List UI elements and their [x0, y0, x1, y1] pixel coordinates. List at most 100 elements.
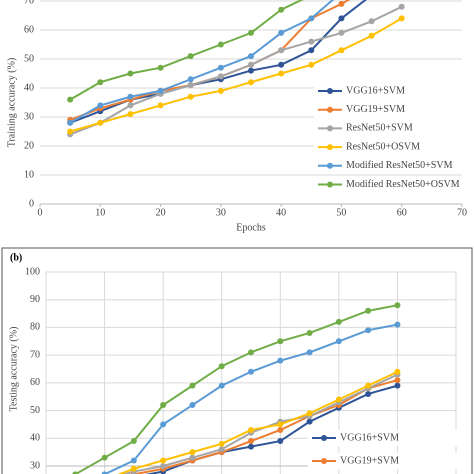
data-point — [127, 70, 134, 77]
data-point — [394, 368, 401, 375]
data-point — [101, 454, 108, 461]
data-point — [277, 338, 284, 345]
legend-bg — [314, 157, 464, 174]
series-line — [69, 5, 403, 136]
series-line — [117, 370, 398, 474]
data-point — [218, 363, 225, 370]
data-point — [187, 82, 194, 89]
legend-bg — [308, 430, 458, 446]
data-point — [130, 465, 137, 472]
plot-area — [67, 0, 405, 138]
data-point — [189, 382, 196, 389]
legend-label: ResNet50+OSVM — [346, 141, 420, 152]
data-point — [365, 307, 372, 314]
data-point — [187, 76, 194, 83]
x-tick-label: 10 — [95, 207, 105, 218]
data-point — [248, 368, 254, 375]
y-tick-label: 40 — [30, 433, 40, 444]
data-point — [398, 15, 405, 22]
data-point — [368, 18, 375, 25]
y-tick-label: 30 — [24, 111, 34, 122]
data-point — [306, 329, 313, 336]
data-point — [394, 377, 401, 384]
y-axis-label: Testing accuracy (%) — [8, 327, 19, 412]
data-point — [248, 443, 254, 450]
x-tick-label: 30 — [216, 207, 226, 218]
series-line — [74, 304, 398, 474]
data-point — [306, 349, 313, 356]
data-point — [278, 29, 285, 36]
data-point — [217, 64, 224, 71]
data-point — [217, 41, 224, 48]
legend-bg — [314, 83, 464, 99]
data-point — [189, 449, 196, 456]
data-point — [335, 396, 342, 403]
data-point — [248, 426, 254, 433]
data-point — [217, 73, 224, 80]
legend-bg — [314, 101, 464, 118]
data-point — [189, 454, 196, 461]
data-point — [248, 349, 254, 356]
legend-bg — [314, 176, 464, 193]
legend-marker — [327, 106, 333, 113]
data-point — [277, 357, 284, 364]
data-point — [97, 102, 104, 109]
legend-label: Modified ResNet50+SVM — [346, 160, 453, 171]
y-tick-label: 70 — [24, 0, 34, 6]
data-point — [248, 29, 254, 36]
series-line — [69, 17, 403, 133]
data-point — [127, 93, 134, 100]
data-point — [157, 87, 164, 94]
data-point — [187, 53, 194, 60]
data-point — [189, 402, 196, 409]
legend-label: ResNet50+SVM — [346, 123, 413, 134]
legend-bg — [314, 139, 464, 156]
x-tick-label: 40 — [276, 207, 286, 218]
x-tick-label: 50 — [336, 207, 346, 218]
x-tick-label: 0 — [38, 207, 43, 218]
data-point — [67, 128, 74, 135]
legend-label: VGG16+SVM — [346, 85, 405, 96]
data-point — [130, 438, 137, 445]
data-point — [218, 440, 225, 447]
data-point — [277, 438, 284, 445]
data-point — [338, 47, 345, 54]
data-point — [308, 61, 315, 68]
data-point — [308, 47, 315, 54]
data-point — [248, 79, 254, 86]
data-point — [278, 47, 285, 54]
data-point — [398, 3, 405, 10]
legend-marker — [321, 458, 327, 464]
y-tick-label: 60 — [24, 24, 34, 35]
plot-area — [72, 302, 401, 474]
data-point — [306, 410, 313, 417]
data-point — [338, 0, 345, 7]
data-point — [187, 93, 194, 100]
series-line — [131, 379, 398, 474]
data-point — [160, 457, 167, 464]
y-tick-label: 50 — [24, 53, 34, 64]
data-point — [101, 471, 108, 474]
data-point — [127, 102, 134, 109]
legend-marker — [327, 162, 333, 169]
data-point — [160, 402, 167, 409]
data-point — [130, 457, 137, 464]
y-tick-label: 0 — [29, 198, 34, 209]
data-point — [67, 96, 74, 103]
data-point — [218, 382, 225, 389]
y-tick-label: 100 — [25, 266, 40, 277]
data-point — [160, 421, 167, 428]
data-point — [72, 471, 79, 474]
legend-label: VGG19+SVM — [346, 104, 405, 115]
data-point — [97, 79, 104, 86]
legend-marker — [327, 144, 333, 151]
data-point — [248, 438, 254, 445]
series-line — [102, 323, 398, 474]
y-tick-label: 50 — [30, 405, 40, 416]
legend-label: VGG19+SVM — [340, 455, 399, 466]
data-point — [277, 421, 284, 428]
data-point — [278, 6, 285, 13]
y-tick-label: 60 — [30, 377, 40, 388]
series-line — [69, 0, 335, 124]
